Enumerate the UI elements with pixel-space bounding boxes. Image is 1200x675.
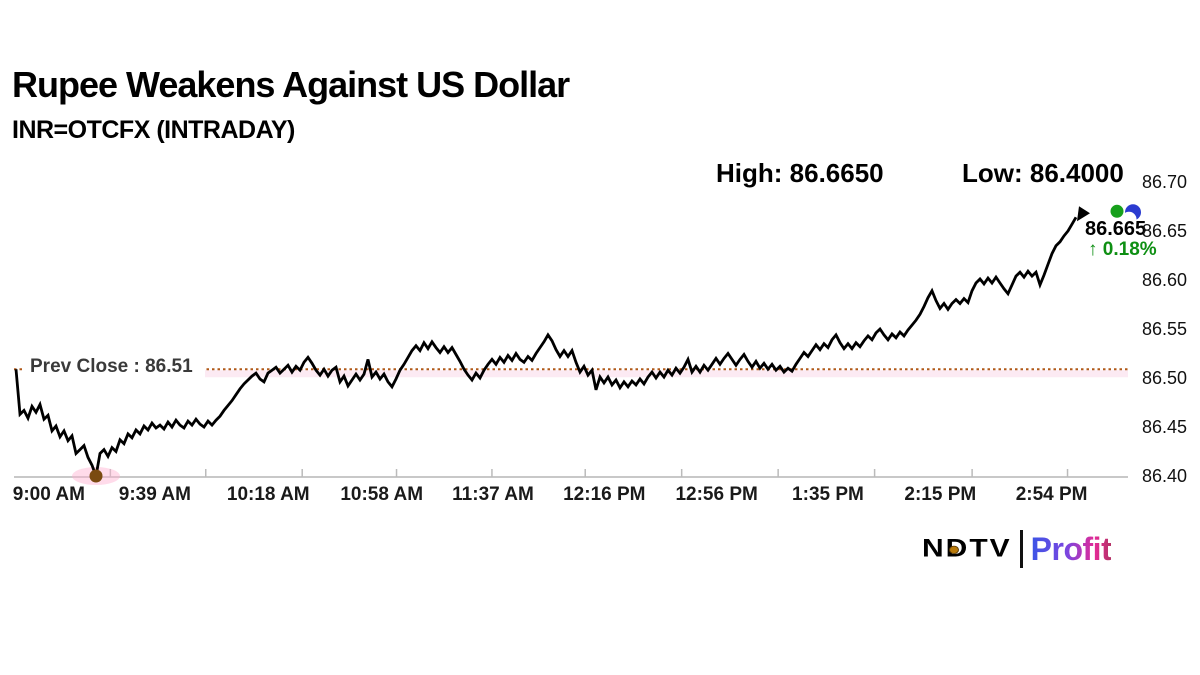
brand-ndtv-text: NDTV [922, 535, 1012, 563]
x-axis-tick-label: 9:00 AM [12, 484, 85, 505]
y-axis-tick-label: 86.40 [1142, 466, 1188, 486]
y-axis-tick-label: 86.65 [1142, 221, 1188, 241]
brand-profit-text: Profit [1030, 530, 1112, 567]
logo-divider [1019, 530, 1023, 568]
last-price-label: 86.665 [1085, 218, 1147, 241]
x-axis-tick-label: 1:35 PM [792, 484, 864, 505]
y-axis-tick-label: 86.45 [1142, 417, 1188, 437]
price-line [14, 216, 1078, 482]
instrument-subtitle: INR=OTCFX (INTRADAY) [12, 116, 295, 144]
y-axis-tick-label: 86.50 [1142, 368, 1188, 388]
brand-logo: NDTV Profit [922, 530, 1112, 568]
x-axis-tick-label: 10:58 AM [340, 484, 424, 505]
x-axis-tick-label: 11:37 AM [452, 484, 534, 505]
x-axis-tick-label: 10:18 AM [226, 484, 310, 505]
page-title: Rupee Weakens Against US Dollar [12, 64, 570, 105]
low-point-marker [89, 469, 103, 483]
crescent-cutout [1121, 211, 1137, 227]
y-axis-tick-label: 86.70 [1142, 172, 1188, 192]
y-axis-tick-label: 86.60 [1142, 270, 1188, 290]
x-axis-tick-label: 2:54 PM [1015, 484, 1088, 505]
x-axis-tick-label: 9:39 AM [118, 484, 191, 505]
x-axis-tick-label: 2:15 PM [904, 484, 977, 505]
y-axis-tick-label: 86.55 [1142, 319, 1188, 339]
line-end-arrow-icon [1077, 206, 1090, 222]
live-green-dot-icon [1110, 204, 1124, 218]
prev-close-band [200, 370, 1128, 378]
high-value-label: High: 86.6650 [716, 158, 884, 188]
prev-close-label: Prev Close : 86.51 [24, 356, 205, 381]
change-percent-label: ↑ 0.18% [1088, 239, 1157, 261]
low-value-label: Low: 86.4000 [962, 158, 1124, 188]
x-axis-tick-label: 12:16 PM [563, 484, 646, 505]
x-axis-tick-label: 12:56 PM [675, 484, 758, 505]
ndtv-dot-icon [949, 545, 959, 554]
